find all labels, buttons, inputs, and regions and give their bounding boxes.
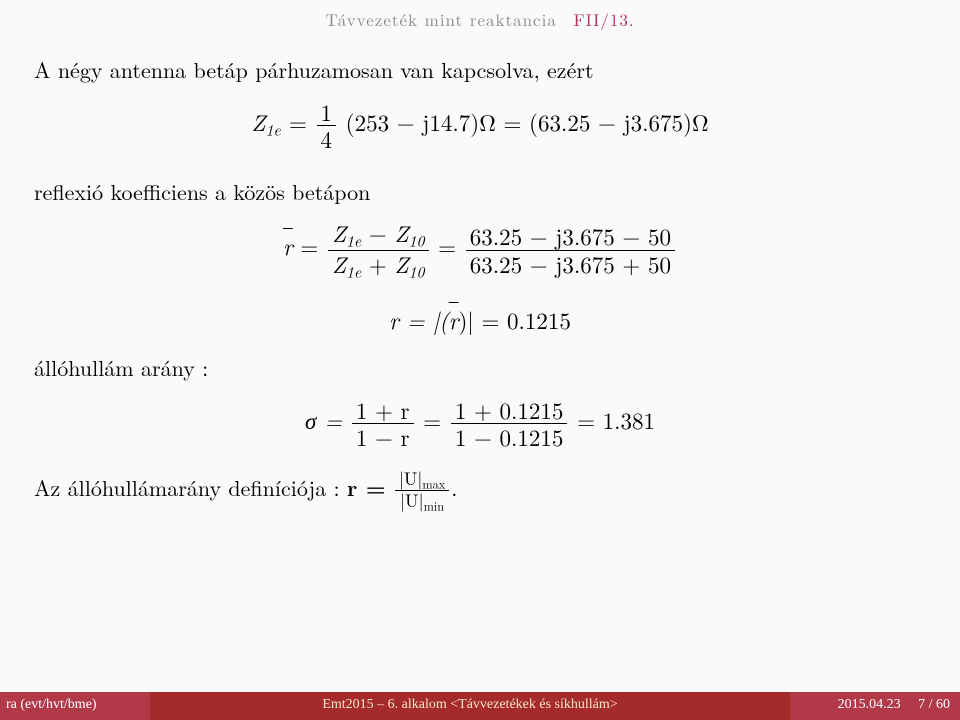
eq1-rhs: (253 − j14.7)Ω = (63.25 − j3.675)Ω xyxy=(346,105,709,138)
slide-header: Távvezeték mint reaktancia FII/13. xyxy=(34,8,926,31)
fraction-sigma-num: 1 + 0.1215 1 − 0.1215 xyxy=(451,397,568,451)
p4-r: r = xyxy=(347,471,386,502)
eq3-rbar: r xyxy=(449,303,459,336)
fraction-quarter: 1 4 xyxy=(317,99,337,153)
equation-rbar: r = Z1e − Z10 Z1e + Z10 = 63.25 − j3.675… xyxy=(34,220,926,280)
paragraph-4: Az állóhullámarány definíciója : r = |U|… xyxy=(34,469,926,513)
rbar-symbol: r xyxy=(283,229,293,262)
slide: Távvezeték mint reaktancia FII/13. A nég… xyxy=(0,0,960,720)
paragraph-1: A négy antenna betáp párhuzamosan van ka… xyxy=(34,55,926,85)
header-section: Távvezeték mint reaktancia xyxy=(325,7,556,31)
p4-prefix: Az állóhullámarány definíciója : xyxy=(34,471,347,502)
header-page-code: FII/13. xyxy=(574,7,635,31)
eq3-suffix: )| = 0.1215 xyxy=(458,303,570,336)
fraction-u-ratio: |U|max |U|min xyxy=(395,469,449,513)
footer-title: Emt2015 – 6. alkalom <Távvezetékek és sí… xyxy=(150,692,790,720)
sigma-result: = 1.381 xyxy=(577,403,655,436)
paragraph-2: reflexió koefficiens a közös betápon xyxy=(34,177,926,207)
footer-date: 2015.04.23 xyxy=(838,697,901,712)
equation-z1e: Z1e = 1 4 (253 − j14.7)Ω = (63.25 − j3.6… xyxy=(34,99,926,153)
fraction-sigma-r: 1 + r 1 − r xyxy=(352,397,414,451)
fraction-z-ratio: Z1e − Z10 Z1e + Z10 xyxy=(328,220,429,280)
eq3-prefix: r = |( xyxy=(389,303,449,336)
equation-r-magnitude: r = |(r)| = 0.1215 xyxy=(34,304,926,335)
footer-pageinfo: 2015.04.23 7 / 60 xyxy=(790,692,960,720)
paragraph-3: állóhullám arány : xyxy=(34,353,926,383)
z1e-symbol: Z1e xyxy=(251,105,289,138)
p4-suffix: . xyxy=(451,471,457,502)
equation-sigma: σ = 1 + r 1 − r = 1 + 0.1215 1 − 0.1215 … xyxy=(34,397,926,451)
footer-page: 7 / 60 xyxy=(918,697,950,712)
fraction-numeric-ratio: 63.25 − j3.675 − 50 63.25 − j3.675 + 50 xyxy=(466,223,675,277)
slide-footer: ra (evt/hvt/bme) Emt2015 – 6. alkalom <T… xyxy=(0,692,960,720)
footer-author: ra (evt/hvt/bme) xyxy=(0,692,150,720)
sigma-lhs: σ = xyxy=(305,403,342,436)
